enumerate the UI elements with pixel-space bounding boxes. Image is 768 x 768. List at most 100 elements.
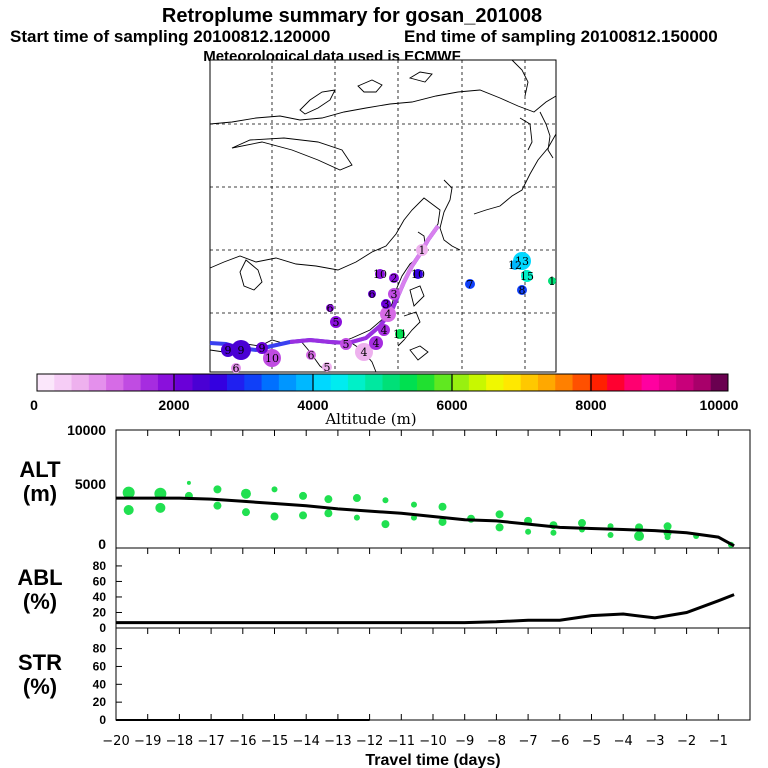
trajectory-point-label: 15 <box>520 270 534 283</box>
colorbar-cell <box>537 374 556 391</box>
colorbar-cell <box>693 374 712 391</box>
abl-unit: (%) <box>23 589 57 614</box>
y-tick-label: 20 <box>93 695 107 709</box>
colorbar-cell <box>347 374 366 391</box>
x-tick-label: −13 <box>324 734 351 749</box>
main-title: Retroplume summary for gosan_201008 <box>162 5 542 27</box>
x-tick-label: −2 <box>677 734 696 749</box>
colorbar-cell <box>676 374 694 391</box>
colorbar-cell <box>296 374 314 391</box>
colorbar-cell <box>157 374 176 391</box>
trajectory-point <box>381 299 391 309</box>
trajectory-point-label: 5 <box>333 316 340 329</box>
trajectory-point-label: 10 <box>373 268 387 281</box>
trajectory-point <box>416 244 428 256</box>
alt-particle-dot <box>186 480 191 485</box>
trajectory-point <box>231 363 241 373</box>
trajectory-point-label: 6 <box>327 302 334 315</box>
trajectory-point-label: 1 <box>549 275 556 288</box>
trajectory-point-label: 3 <box>391 288 398 301</box>
alt-particle-dot <box>271 486 278 493</box>
trajectory-point <box>340 338 352 350</box>
alt-particle-dot <box>381 520 390 529</box>
y-tick-label: 60 <box>93 659 107 673</box>
x-tick-label: −6 <box>550 734 569 749</box>
alt-unit: (m) <box>23 481 57 506</box>
alt-label: ALT <box>19 457 61 482</box>
trajectory-point <box>368 290 376 298</box>
str-y-ticks: 0 20 40 60 80 <box>93 642 122 727</box>
alt-particle-dot <box>438 517 447 526</box>
trajectory-point-label: 10 <box>265 352 279 365</box>
colorbar-cell <box>417 374 435 391</box>
alt-particle-dot <box>495 523 504 532</box>
x-tick-label: −7 <box>519 734 538 749</box>
colorbar-cell <box>382 374 401 391</box>
abl-label: ABL <box>17 565 62 590</box>
alt-particle-dot <box>607 531 614 538</box>
trajectory-point <box>510 260 520 270</box>
colorbar-cell <box>140 374 159 391</box>
alt-particle-dot <box>241 508 250 517</box>
trajectory-point <box>413 269 423 279</box>
trajectory-point-label: 10 <box>411 268 425 281</box>
y-tick-label: 80 <box>93 642 107 656</box>
colorbar-cells <box>37 374 729 391</box>
trajectory-point-label: 12 <box>508 259 522 272</box>
alt-particle-dot <box>634 531 645 542</box>
trajectory-point <box>263 349 281 367</box>
x-tick-label: −9 <box>455 734 474 749</box>
colorbar-cell <box>607 374 625 391</box>
colorbar-cell <box>123 374 142 391</box>
colorbar-cell <box>175 374 193 391</box>
trajectory-point <box>389 273 399 283</box>
x-tick-label: −14 <box>292 734 319 749</box>
trajectory-point <box>330 316 342 328</box>
alt-particle-dot <box>382 497 389 504</box>
alt-particle-dot <box>324 509 333 518</box>
trajectory-point <box>221 343 235 357</box>
alt-tick-10000: 10000 <box>67 422 106 438</box>
coastlines <box>209 59 557 373</box>
x-tick-label: −20 <box>102 734 129 749</box>
trajectory-point <box>256 342 268 354</box>
trajectory-point-label: 9 <box>238 344 245 357</box>
alt-particle-dot <box>550 529 557 536</box>
y-tick-label: 0 <box>99 621 106 635</box>
x-tick-label: −17 <box>197 734 224 749</box>
alt-particle-dot <box>495 510 504 519</box>
alt-particle-dot <box>299 491 308 500</box>
trajectory-point <box>306 350 316 360</box>
trajectory-point-label: 4 <box>361 346 368 359</box>
alt-particle-dot <box>577 519 586 528</box>
series-lines <box>116 496 735 721</box>
trajectory-point <box>355 343 373 361</box>
abl-series-line <box>116 593 735 625</box>
colorbar-cell <box>399 374 418 391</box>
trajectory-point-label: 4 <box>381 324 388 337</box>
trajectory-point-label: 7 <box>467 278 474 291</box>
trajectory-point-label: 5 <box>324 361 331 374</box>
x-tick-label: −18 <box>166 734 193 749</box>
str-label: STR <box>18 650 62 675</box>
trajectory-point <box>231 340 251 360</box>
colorbar-tick-6000: 6000 <box>436 397 467 413</box>
trajectory-point-label: 2 <box>391 272 398 285</box>
x-tick-label: −10 <box>419 734 446 749</box>
abl-panel-frame <box>115 547 751 629</box>
trajectory-point <box>548 277 556 285</box>
colorbar-cell <box>434 374 452 391</box>
x-tick-label: −15 <box>261 734 288 749</box>
colorbar-cell <box>503 374 522 391</box>
trajectory-point <box>375 269 385 279</box>
alt-particle-dot <box>123 505 134 516</box>
alt-particle-dot <box>324 495 333 504</box>
colorbar-cell <box>37 374 55 391</box>
colorbar-cell <box>227 374 245 391</box>
colorbar-cell <box>209 374 228 391</box>
alt-particle-dot <box>664 534 671 541</box>
